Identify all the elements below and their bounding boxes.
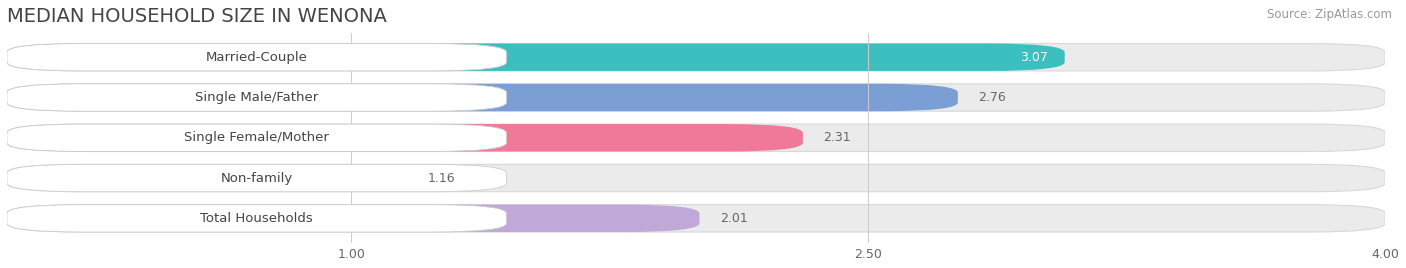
FancyBboxPatch shape [7, 43, 1385, 71]
FancyBboxPatch shape [7, 124, 1385, 151]
FancyBboxPatch shape [7, 164, 506, 192]
FancyBboxPatch shape [7, 124, 803, 151]
FancyBboxPatch shape [7, 205, 506, 232]
Text: 1.16: 1.16 [427, 172, 456, 185]
FancyBboxPatch shape [7, 205, 1385, 232]
Text: Single Male/Father: Single Male/Father [195, 91, 318, 104]
Text: Single Female/Mother: Single Female/Mother [184, 131, 329, 144]
Text: Source: ZipAtlas.com: Source: ZipAtlas.com [1267, 8, 1392, 21]
FancyBboxPatch shape [7, 205, 699, 232]
Text: 2.31: 2.31 [824, 131, 851, 144]
FancyBboxPatch shape [7, 84, 1385, 111]
Text: MEDIAN HOUSEHOLD SIZE IN WENONA: MEDIAN HOUSEHOLD SIZE IN WENONA [7, 7, 387, 26]
Text: 3.07: 3.07 [1019, 51, 1047, 64]
Text: Married-Couple: Married-Couple [205, 51, 308, 64]
Text: 2.01: 2.01 [720, 212, 748, 225]
FancyBboxPatch shape [7, 164, 1385, 192]
FancyBboxPatch shape [7, 84, 957, 111]
Text: 2.76: 2.76 [979, 91, 1007, 104]
FancyBboxPatch shape [7, 124, 506, 151]
Text: Non-family: Non-family [221, 172, 292, 185]
FancyBboxPatch shape [7, 43, 1064, 71]
FancyBboxPatch shape [7, 84, 506, 111]
FancyBboxPatch shape [7, 43, 506, 71]
Text: Total Households: Total Households [201, 212, 314, 225]
FancyBboxPatch shape [7, 164, 406, 192]
